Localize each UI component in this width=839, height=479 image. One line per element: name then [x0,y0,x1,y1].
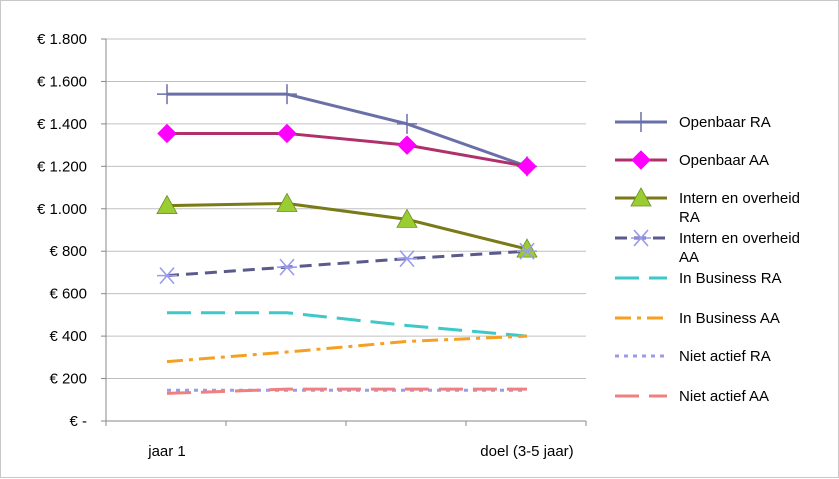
series-line [166,201,528,251]
legend-label: Niet actief RA [679,348,771,365]
y-tick-label: € - [69,413,87,430]
series-5 [166,334,528,364]
data-point-marker [157,123,177,144]
series-2 [156,192,538,258]
legend-entry: In Business AA [615,310,780,327]
legend-entry: Niet actief RA [615,348,771,365]
data-point-marker [517,156,537,177]
y-tick-labels: € - € 200 € 400 € 600 € 800 € 1.000 € 1.200 € 1… [37,31,87,430]
legend-entry: Niet actief AA [615,388,769,405]
series-line [166,387,527,395]
y-tick-label: € 800 [49,243,87,260]
legend-entry: Openbaar RA [615,112,771,132]
series-1 [157,123,537,177]
y-tick-label: € 400 [49,328,87,345]
data-point-marker [630,187,652,207]
data-point-marker [517,242,537,260]
gridlines [106,38,586,380]
legend-entry: Openbaar AA [615,150,769,170]
legend-label: Intern en overheid AA [679,230,800,266]
data-point-marker [277,123,297,144]
series-line [166,249,528,278]
y-tick-label: € 1.600 [37,73,87,90]
legend-label: In Business AA [679,310,780,327]
legend-entry: In Business RA [615,270,782,287]
data-point-marker [277,84,297,105]
x-tick-labels: jaar 1 doel (3-5 jaar) [147,443,573,460]
data-point-marker [397,113,417,134]
data-point-marker [631,150,651,170]
legend-entry: Intern en overheid AA [615,229,800,266]
y-tick-label: € 200 [49,371,87,388]
series-0 [157,84,537,177]
legend-label: Openbaar RA [679,114,771,131]
y-tick-label: € 1.000 [37,201,87,218]
data-point-marker [156,194,178,214]
series-line [166,334,528,364]
series-7 [166,387,527,395]
legend-label: In Business RA [679,270,782,287]
legend-label: Openbaar AA [679,152,769,169]
data-point-marker [631,229,651,247]
legend-entry: Intern en overheid RA [615,187,800,226]
series-line [167,311,528,338]
y-tick-label: € 1.200 [37,158,87,175]
x-tick-label: jaar 1 [147,443,186,460]
data-point-marker [277,258,297,276]
legend: Openbaar RA Openbaar AA Intern en overheid… [615,112,800,405]
x-tick-label: doel (3-5 jaar) [480,443,573,460]
axes [101,38,587,426]
data-point-marker [516,238,538,258]
data-point-marker [396,208,418,228]
series-4 [167,311,528,338]
data-point-marker [157,267,177,285]
data-point-marker [397,135,417,155]
series-3 [157,242,537,285]
y-tick-label: € 1.400 [37,116,87,133]
data-point-marker [397,250,417,268]
series-lines [156,84,538,395]
data-point-marker [157,84,177,105]
y-tick-label: € 1.800 [37,31,87,48]
legend-label: Intern en overheid RA [679,190,800,226]
series-line [167,131,528,168]
legend-label: Niet actief AA [679,388,769,405]
series-line [167,92,528,168]
data-point-marker [631,112,651,132]
data-point-marker [276,192,298,212]
y-tick-label: € 600 [49,286,87,303]
